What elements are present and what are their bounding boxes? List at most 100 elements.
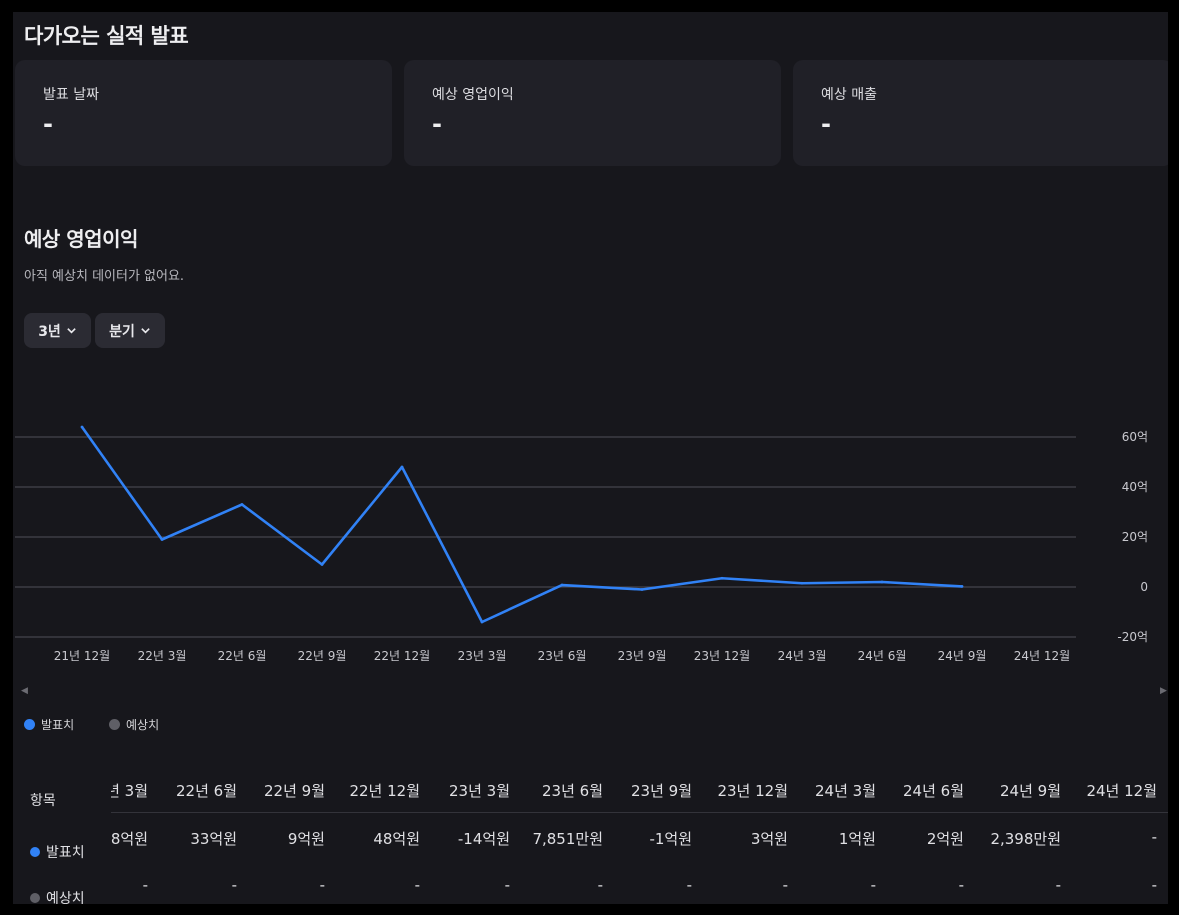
actual-value-cell: 7,851만원: [532, 830, 603, 848]
estimate-value-cell: -: [1151, 876, 1157, 894]
table-fixed-column: 항목 발표치 예상치: [13, 770, 111, 904]
row-label-estimate: 예상치: [30, 888, 85, 904]
data-point[interactable]: [320, 563, 324, 566]
estimate-value-cell: -: [319, 876, 325, 894]
y-tick-label: 0: [1140, 580, 1148, 594]
y-tick-label: -20억: [1117, 630, 1148, 644]
y-tick-label: 40억: [1122, 480, 1148, 494]
data-point[interactable]: [80, 425, 84, 429]
estimate-value-cell: -: [597, 876, 603, 894]
expected-revenue-value: -: [821, 110, 831, 138]
table-column-header: 22년 12월: [349, 782, 420, 800]
announce-date-label: 발표 날짜: [43, 87, 99, 103]
actual-dot: [30, 847, 40, 857]
op-income-chart: 60억 40억 20억 0 -20억 21년 12월 22년 3월 22년 6월 22년 9월…: [15, 425, 1148, 663]
period-dropdown[interactable]: 3년: [24, 313, 91, 348]
table-column-header: 23년 12월: [717, 782, 788, 800]
actual-value-cell: -: [1151, 828, 1157, 846]
table-column-header: 22년 6월: [176, 782, 237, 800]
x-tick-label: 22년 3월: [138, 649, 187, 663]
data-point[interactable]: [720, 576, 724, 580]
row-label-estimate-text: 예상치: [46, 891, 85, 904]
data-point[interactable]: [480, 620, 484, 624]
estimate-value-cell: -: [231, 876, 237, 894]
table-column-header: 23년 3월: [449, 782, 510, 800]
table-column-header: 23년 6월: [542, 782, 603, 800]
x-tick-label: 23년 12월: [694, 649, 750, 663]
estimate-value-cell: -: [782, 876, 788, 894]
section-title: 예상 영업이익: [24, 227, 138, 251]
legend-actual: 발표치: [24, 716, 74, 733]
legend-estimate-label: 예상치: [126, 718, 160, 732]
announce-date-card: 발표 날짜 -: [15, 60, 392, 166]
actual-value-cell: 9억원: [287, 830, 325, 848]
x-tick-label: 22년 12월: [374, 649, 430, 663]
x-tick-label: 24년 6월: [858, 649, 907, 663]
table-header: [13, 770, 1168, 813]
table-column-header: 24년 12월: [1086, 782, 1157, 800]
period-dropdown-label: 3년: [38, 323, 61, 340]
legend-actual-dot: [24, 719, 35, 730]
table-header-label: 항목: [30, 793, 56, 809]
data-point[interactable]: [400, 465, 404, 469]
section-subtitle: 아직 예상치 데이터가 없어요.: [24, 269, 185, 284]
legend-actual-label: 발표치: [41, 718, 75, 732]
table-column-header: 23년 9월: [631, 782, 692, 800]
y-tick-label: 60억: [1122, 430, 1148, 444]
scroll-right-icon[interactable]: ▶: [1160, 686, 1167, 696]
upcoming-earnings-title: 다가오는 실적 발표: [24, 24, 189, 48]
actual-value-cell: 2,398만원: [990, 830, 1061, 848]
x-tick-label: 24년 12월: [1014, 649, 1070, 663]
actual-value-cell: 18억원: [101, 830, 148, 848]
expected-op-income-label: 예상 영업이익: [432, 87, 514, 103]
actual-value-cell: 3억원: [750, 830, 788, 848]
expected-revenue-card: 예상 매출 -: [793, 60, 1168, 166]
expected-revenue-label: 예상 매출: [821, 87, 877, 103]
data-point[interactable]: [160, 538, 164, 541]
series-line-actual: [80, 426, 963, 624]
row-label-actual-text: 발표치: [46, 845, 85, 861]
actual-value-cell: 48억원: [373, 830, 420, 848]
legend-estimate-dot: [109, 719, 120, 730]
estimate-value-cell: -: [142, 876, 148, 894]
earnings-panel: 다가오는 실적 발표 발표 날짜 - 예상 영업이익 - 예상 매출 - 예상 …: [13, 12, 1168, 904]
x-tick-label: 23년 3월: [458, 649, 507, 663]
x-tick-label: 23년 6월: [538, 649, 587, 663]
estimate-value-cell: -: [686, 876, 692, 894]
data-point[interactable]: [640, 588, 644, 591]
y-tick-label: 20억: [1122, 530, 1148, 544]
data-point[interactable]: [560, 583, 564, 587]
estimate-value-cell: -: [958, 876, 964, 894]
expected-op-income-value: -: [432, 110, 442, 138]
x-tick-label: 21년 12월: [54, 649, 110, 663]
data-point[interactable]: [240, 503, 244, 506]
x-tick-label: 24년 3월: [778, 649, 827, 663]
chevron-down-icon: [141, 328, 150, 334]
interval-dropdown[interactable]: 분기: [95, 313, 165, 348]
actual-value-cell: 1억원: [838, 830, 876, 848]
chevron-down-icon: [67, 328, 76, 334]
estimate-dot: [30, 893, 40, 903]
legend-estimate: 예상치: [109, 716, 159, 733]
actual-value-cell: 2억원: [926, 830, 964, 848]
x-tick-label: 22년 6월: [218, 649, 267, 663]
x-tick-label: 22년 9월: [298, 649, 347, 663]
table-column-header: 24년 3월: [815, 782, 876, 800]
actual-value-cell: 33억원: [190, 830, 237, 848]
estimate-value-cell: -: [870, 876, 876, 894]
data-point[interactable]: [800, 581, 804, 585]
table-column-header: 22년 9월: [264, 782, 325, 800]
x-tick-label: 24년 9월: [938, 649, 987, 663]
actual-value-cell: -1억원: [649, 830, 692, 848]
x-tick-label: 23년 9월: [618, 649, 667, 663]
estimate-value-cell: -: [414, 876, 420, 894]
announce-date-value: -: [43, 110, 53, 138]
estimate-value-cell: -: [504, 876, 510, 894]
scroll-left-icon[interactable]: ◀: [21, 686, 28, 696]
table-column-header: 24년 9월: [1000, 782, 1061, 800]
actual-value-cell: -14억원: [457, 830, 510, 848]
data-point[interactable]: [960, 585, 964, 588]
row-label-actual: 발표치: [30, 842, 85, 862]
estimate-value-cell: -: [1055, 876, 1061, 894]
data-point[interactable]: [880, 580, 884, 584]
